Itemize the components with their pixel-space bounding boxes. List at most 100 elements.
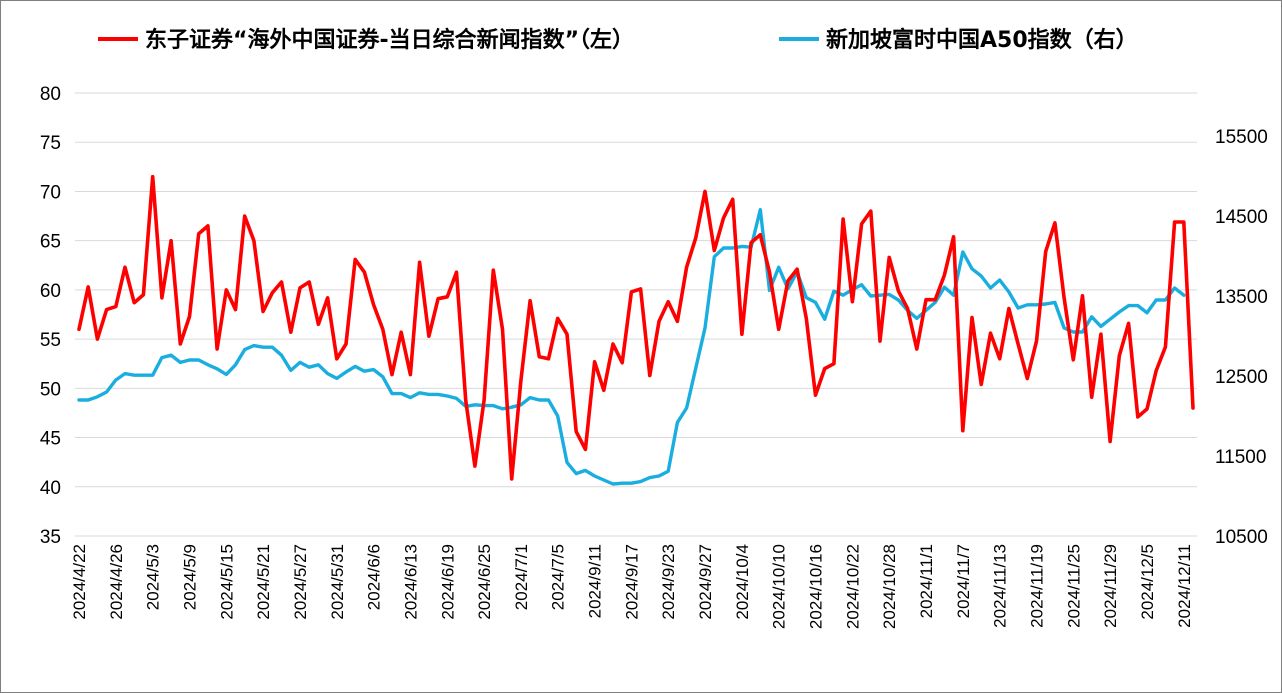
data-point [657,474,661,478]
data-point [400,392,403,395]
data-point [344,342,348,346]
data-point [501,328,504,331]
data-point [1127,322,1130,325]
data-point [77,328,81,331]
data-point [436,393,440,396]
y-right-tick-label: 11500 [1215,447,1266,468]
data-point [1016,306,1020,310]
data-point [1173,286,1176,290]
y-left-tick-label: 70 [40,182,61,203]
x-tick-label: 2024/11/25 [1064,544,1083,628]
data-point [510,406,513,409]
data-point [197,232,200,235]
data-point [832,290,836,293]
data-point [703,190,707,193]
data-point [409,396,412,399]
legend: 东子证券“海外中国证券-当日综合新闻指数”（左） 新加坡富时中国A50指数（右） [98,27,1138,53]
x-tick-label: 2024/7/1 [512,544,531,610]
data-point [326,372,329,375]
data-point [547,398,550,402]
series-a50-index [77,207,1186,486]
x-tick-label: 2024/10/22 [843,544,862,629]
y-left-tick-label: 45 [40,429,61,450]
data-point [1026,377,1029,380]
data-point [206,224,210,228]
data-point [243,348,246,351]
data-point [1090,315,1093,318]
data-point [234,363,237,366]
data-point [169,354,173,357]
data-point [280,354,283,357]
data-point [777,328,780,331]
legend-label-news-index: 东子证券“海外中国证券-当日综合新闻指数”（左） [145,27,634,53]
data-point [841,217,845,221]
x-tick-label: 2024/7/5 [549,544,568,610]
data-point [372,368,375,371]
data-point [354,365,357,368]
data-point [114,378,118,382]
data-point [740,333,744,336]
data-point [805,317,808,320]
data-point [795,268,799,271]
data-point [298,286,302,290]
data-point [989,286,992,290]
x-tick-label: 2024/5/27 [291,544,310,620]
x-tick-label: 2024/10/28 [880,544,899,629]
data-point [271,346,274,349]
data-point [87,398,90,402]
data-point [1182,220,1186,224]
y-left-tick-label: 50 [40,379,61,400]
data-point [179,342,182,346]
data-point [667,470,670,473]
y-right-tick-label: 13500 [1215,287,1268,308]
data-point [151,175,154,178]
data-point [381,375,384,378]
data-point [1173,220,1176,224]
data-point [823,367,826,370]
data-point [317,323,320,326]
data-point [1044,250,1047,253]
data-point [943,286,946,289]
data-point [160,356,164,359]
data-point [970,316,974,319]
data-point [1035,339,1038,343]
data-point [473,464,477,468]
data-point [768,289,771,292]
data-point [731,198,734,201]
y-right-tick-label: 10500 [1215,527,1268,548]
x-tick-label: 2024/11/1 [917,544,936,618]
data-point [565,333,569,336]
x-tick-label: 2024/9/11 [586,544,605,618]
data-point [1062,326,1066,330]
data-point [519,379,523,382]
data-point [160,296,164,299]
data-point [427,393,431,396]
x-tick-label: 2024/5/3 [144,544,163,610]
data-point [1145,311,1149,314]
data-point [390,373,394,376]
data-point [777,266,780,269]
data-point [133,374,136,377]
data-point [1136,415,1140,419]
data-point [961,429,964,432]
data-point [289,369,292,372]
data-point [1118,354,1121,357]
data-point [354,258,357,261]
y-axis-left: 35 40 45 50 55 60 65 70 75 80 [40,84,61,548]
x-tick-label: 2024/6/25 [475,544,494,620]
data-point [188,315,191,318]
data-point [639,287,642,291]
x-tick-label: 2024/9/17 [622,544,641,620]
data-point [1164,345,1167,349]
data-point [96,337,99,341]
data-point [897,298,900,302]
data-point [888,256,891,259]
data-point [915,317,918,320]
data-point [243,214,246,218]
data-point [298,361,302,364]
data-point [1099,333,1103,336]
y-axis-right: 10500 11500 12500 13500 14500 15500 [1215,127,1268,548]
data-point [952,294,955,297]
data-point [363,271,366,274]
x-tick-label: 2024/6/19 [438,544,457,620]
